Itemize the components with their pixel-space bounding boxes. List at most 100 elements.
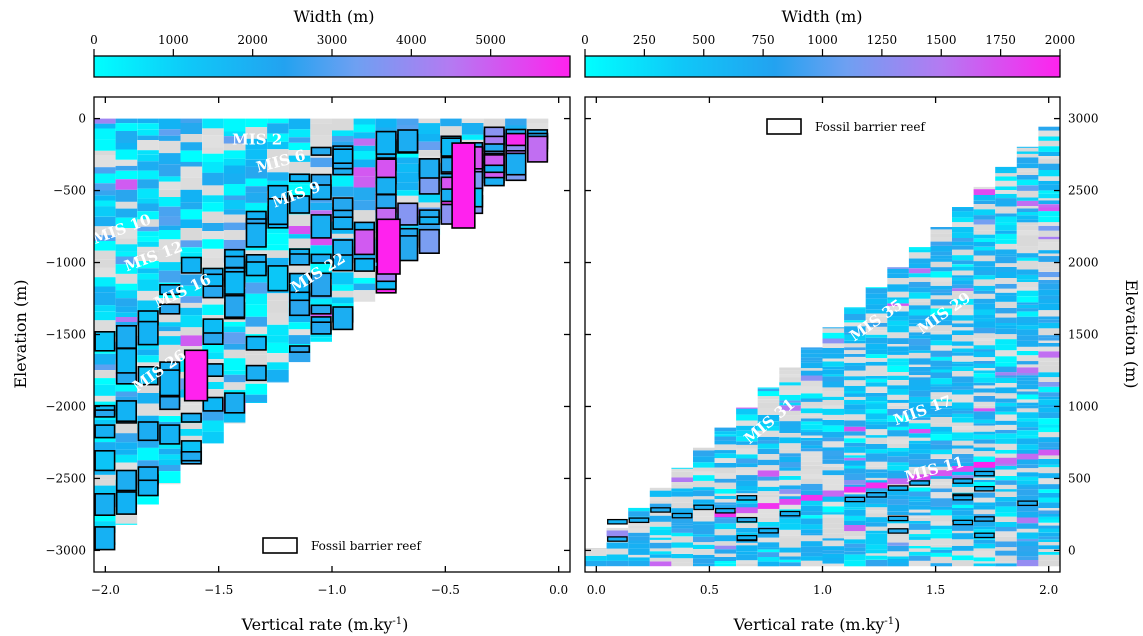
- heatmap-cell: [995, 263, 1017, 267]
- heatmap-cell: [1016, 323, 1039, 326]
- heatmap-cell: [908, 523, 931, 530]
- heatmap-cell: [844, 560, 866, 567]
- heatmap-cell: [353, 176, 376, 188]
- heatmap-cell: [908, 268, 931, 274]
- heatmap-cell: [649, 537, 672, 540]
- fossil-barrier-reef-box: [137, 421, 159, 442]
- heatmap-cell: [844, 356, 866, 363]
- heatmap-cell: [671, 553, 693, 559]
- heatmap-cell: [223, 321, 246, 327]
- heatmap-cell: [844, 307, 866, 309]
- heatmap-cell: [94, 183, 116, 191]
- heatmap-cell: [995, 516, 1017, 522]
- heatmap-cell: [973, 401, 996, 406]
- heatmap-cell: [1038, 424, 1060, 428]
- heatmap-cell: [1038, 427, 1060, 433]
- heatmap-cell: [930, 405, 953, 409]
- heatmap-cell: [865, 482, 888, 489]
- heatmap-cell: [952, 241, 974, 246]
- heatmap-cell: [180, 240, 203, 248]
- heatmap-cell: [995, 491, 1017, 497]
- heatmap-cell: [844, 409, 866, 415]
- heatmap-cell: [714, 436, 737, 441]
- heatmap-cell: [952, 366, 974, 371]
- heatmap-cell: [779, 449, 801, 454]
- heatmap-cell: [995, 433, 1017, 439]
- heatmap-cell: [952, 429, 974, 433]
- heatmap-cell: [844, 480, 866, 485]
- colorbar-right: Width (m) 0 250 500 750 1000 1250 1500 1750 2000: [581, 7, 1075, 78]
- heatmap-cell: [202, 128, 224, 136]
- heatmap-cell: [94, 150, 116, 156]
- heatmap-cell: [995, 443, 1017, 450]
- heatmap-cell: [223, 326, 246, 333]
- heatmap-cell: [1016, 373, 1039, 376]
- heatmap-cell: [137, 211, 159, 220]
- heatmap-cell: [973, 405, 996, 409]
- heatmap-cell: [800, 518, 823, 525]
- heatmap-cell: [822, 540, 845, 547]
- heatmap-cell: [137, 261, 159, 269]
- heatmap-cell: [158, 249, 181, 263]
- heatmap-cell: [606, 554, 629, 561]
- right-y-axis-label: Elevation (m): [1122, 279, 1141, 388]
- heatmap-cell: [865, 393, 888, 397]
- heatmap-cell: [1016, 225, 1039, 231]
- heatmap-cell: [137, 300, 159, 311]
- heatmap-cell: [714, 511, 737, 518]
- heatmap-cell: [649, 503, 672, 508]
- fossil-barrier-reef-box: [115, 347, 137, 374]
- heatmap-cell: [1016, 489, 1039, 496]
- y-tick-label: −1500: [45, 328, 86, 342]
- heatmap-cell: [736, 407, 758, 409]
- heatmap-cell: [930, 478, 953, 483]
- heatmap-cell: [1016, 274, 1039, 280]
- heatmap-cell: [973, 270, 996, 276]
- heatmap-cell: [952, 335, 974, 342]
- heatmap-cell: [1038, 163, 1060, 170]
- heatmap-cell: [930, 292, 953, 296]
- heatmap-cell: [865, 304, 888, 310]
- heatmap-cell: [649, 548, 672, 552]
- heatmap-cell: [908, 309, 931, 316]
- heatmap-cell: [94, 292, 116, 306]
- heatmap-cell: [952, 500, 974, 505]
- heatmap-cell: [908, 329, 931, 333]
- heatmap-cell: [757, 547, 780, 550]
- heatmap-cell: [418, 150, 441, 157]
- heatmap-cell: [1016, 438, 1039, 445]
- heatmap-cell: [995, 411, 1017, 415]
- heatmap-cell: [202, 162, 224, 173]
- heatmap-cell: [332, 186, 354, 197]
- heatmap-cell: [908, 530, 931, 535]
- heatmap-cell: [908, 517, 931, 521]
- heatmap-cell: [930, 331, 953, 335]
- heatmap-cell: [908, 390, 931, 397]
- heatmap-cell: [952, 249, 974, 256]
- heatmap-cell: [1016, 151, 1039, 154]
- heatmap-cell: [995, 239, 1017, 244]
- heatmap-cell: [714, 561, 737, 564]
- heatmap-cell: [865, 498, 888, 504]
- heatmap-cell: [908, 555, 931, 561]
- heatmap-cell: [822, 396, 845, 400]
- heatmap-cell: [418, 202, 441, 208]
- heatmap-cell: [952, 284, 974, 289]
- fossil-barrier-reef-box: [526, 135, 549, 163]
- heatmap-cell: [800, 524, 823, 530]
- heatmap-cell: [822, 374, 845, 377]
- heatmap-cell: [973, 215, 996, 220]
- heatmap-cell: [1038, 458, 1060, 465]
- heatmap-cell: [973, 298, 996, 304]
- heatmap-cell: [505, 118, 527, 126]
- heatmap-cell: [137, 268, 159, 274]
- heatmap-cell: [245, 118, 268, 128]
- heatmap-cell: [180, 247, 203, 253]
- fossil-barrier-reef-box: [974, 485, 995, 492]
- heatmap-cell: [94, 353, 116, 365]
- heatmap-cell: [887, 511, 909, 515]
- heatmap-cell: [822, 563, 845, 567]
- heatmap-cell: [887, 372, 909, 376]
- heatmap-cell: [693, 480, 715, 488]
- heatmap-cell: [995, 560, 1017, 564]
